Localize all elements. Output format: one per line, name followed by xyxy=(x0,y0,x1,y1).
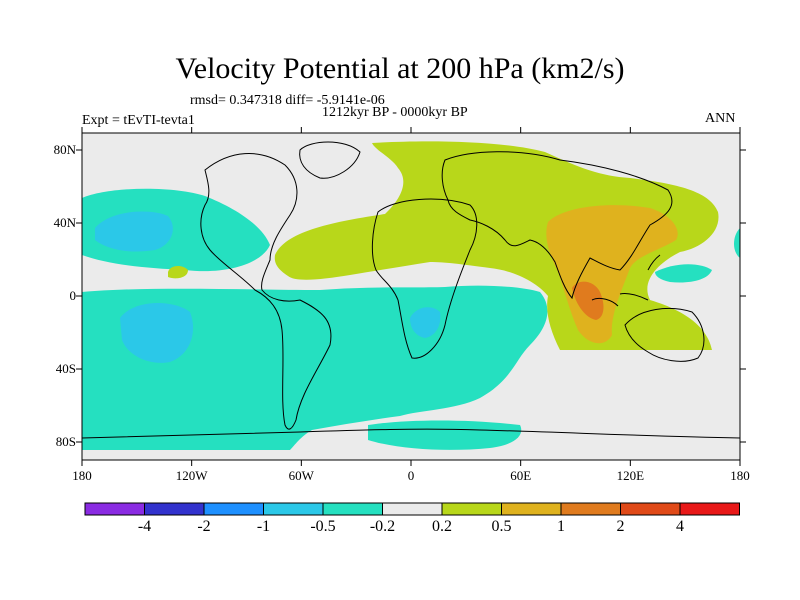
colorbar-box xyxy=(263,502,324,516)
colorbar xyxy=(84,502,740,516)
colorbar-label: 0.2 xyxy=(432,518,452,535)
colorbar-label: 0.5 xyxy=(491,518,512,535)
axis-ticks xyxy=(76,127,746,466)
lon-label-120w: 120W xyxy=(175,468,208,483)
colorbar-box xyxy=(203,502,264,516)
colorbar-box xyxy=(501,502,562,516)
lon-label-0: 0 xyxy=(407,468,415,483)
pos-region-islet xyxy=(168,266,188,279)
period-text: 1212kyr BP - 0000kyr BP xyxy=(322,105,468,120)
season-label: ANN xyxy=(705,111,736,126)
colorbar-label: -4 xyxy=(137,518,152,535)
contour-field xyxy=(82,133,740,460)
colorbar-box xyxy=(679,502,740,516)
lat-label-40n: 40N xyxy=(53,215,76,230)
colorbar-box xyxy=(144,502,205,516)
colorbar-label: -1 xyxy=(256,518,271,535)
pos-region-asia-core xyxy=(546,205,678,344)
colorbar-box xyxy=(322,502,383,516)
colorbar-label: -0.2 xyxy=(369,518,396,535)
colorbar-box xyxy=(441,502,502,516)
lon-label-180e: 180 xyxy=(730,468,750,483)
colorbar-box xyxy=(620,502,681,516)
neg-region-west-pacific xyxy=(655,264,712,283)
lat-label-0: 0 xyxy=(69,288,77,303)
colorbar-label: 1 xyxy=(557,518,565,535)
plot-title: Velocity Potential at 200 hPa (km2/s) xyxy=(175,52,625,85)
colorbar-label: -0.5 xyxy=(310,518,336,535)
colorbar-box xyxy=(560,502,621,516)
neg-region-pacific-core xyxy=(95,211,173,252)
lat-label-80s: 80S xyxy=(55,434,76,449)
colorbar-label: 2 xyxy=(616,518,625,535)
colorbar-label: 4 xyxy=(676,518,684,535)
neg-region-south-pacific-core xyxy=(120,302,194,363)
lon-label-180w: 180 xyxy=(72,468,92,483)
experiment-label: Expt = tEvTI-tevta1 xyxy=(82,113,195,128)
pos-region-maritime-core xyxy=(572,281,604,320)
colorbar-box xyxy=(382,502,443,516)
lon-label-60w: 60W xyxy=(288,468,314,483)
lon-label-120e: 120E xyxy=(616,468,645,483)
colorbar-box xyxy=(84,502,145,516)
neg-region-africa-core xyxy=(410,307,441,338)
coastlines xyxy=(82,141,740,439)
neg-region-east-edge xyxy=(734,228,740,258)
neg-region-antarctic-band xyxy=(368,420,522,450)
lat-label-40s: 40S xyxy=(55,361,76,376)
lat-label-80n: 80N xyxy=(53,142,76,157)
colorbar-label: -2 xyxy=(197,518,211,535)
stats-text: rmsd= 0.347318 diff= -5.9141e-06 xyxy=(190,93,385,108)
lon-label-60e: 60E xyxy=(510,468,532,483)
